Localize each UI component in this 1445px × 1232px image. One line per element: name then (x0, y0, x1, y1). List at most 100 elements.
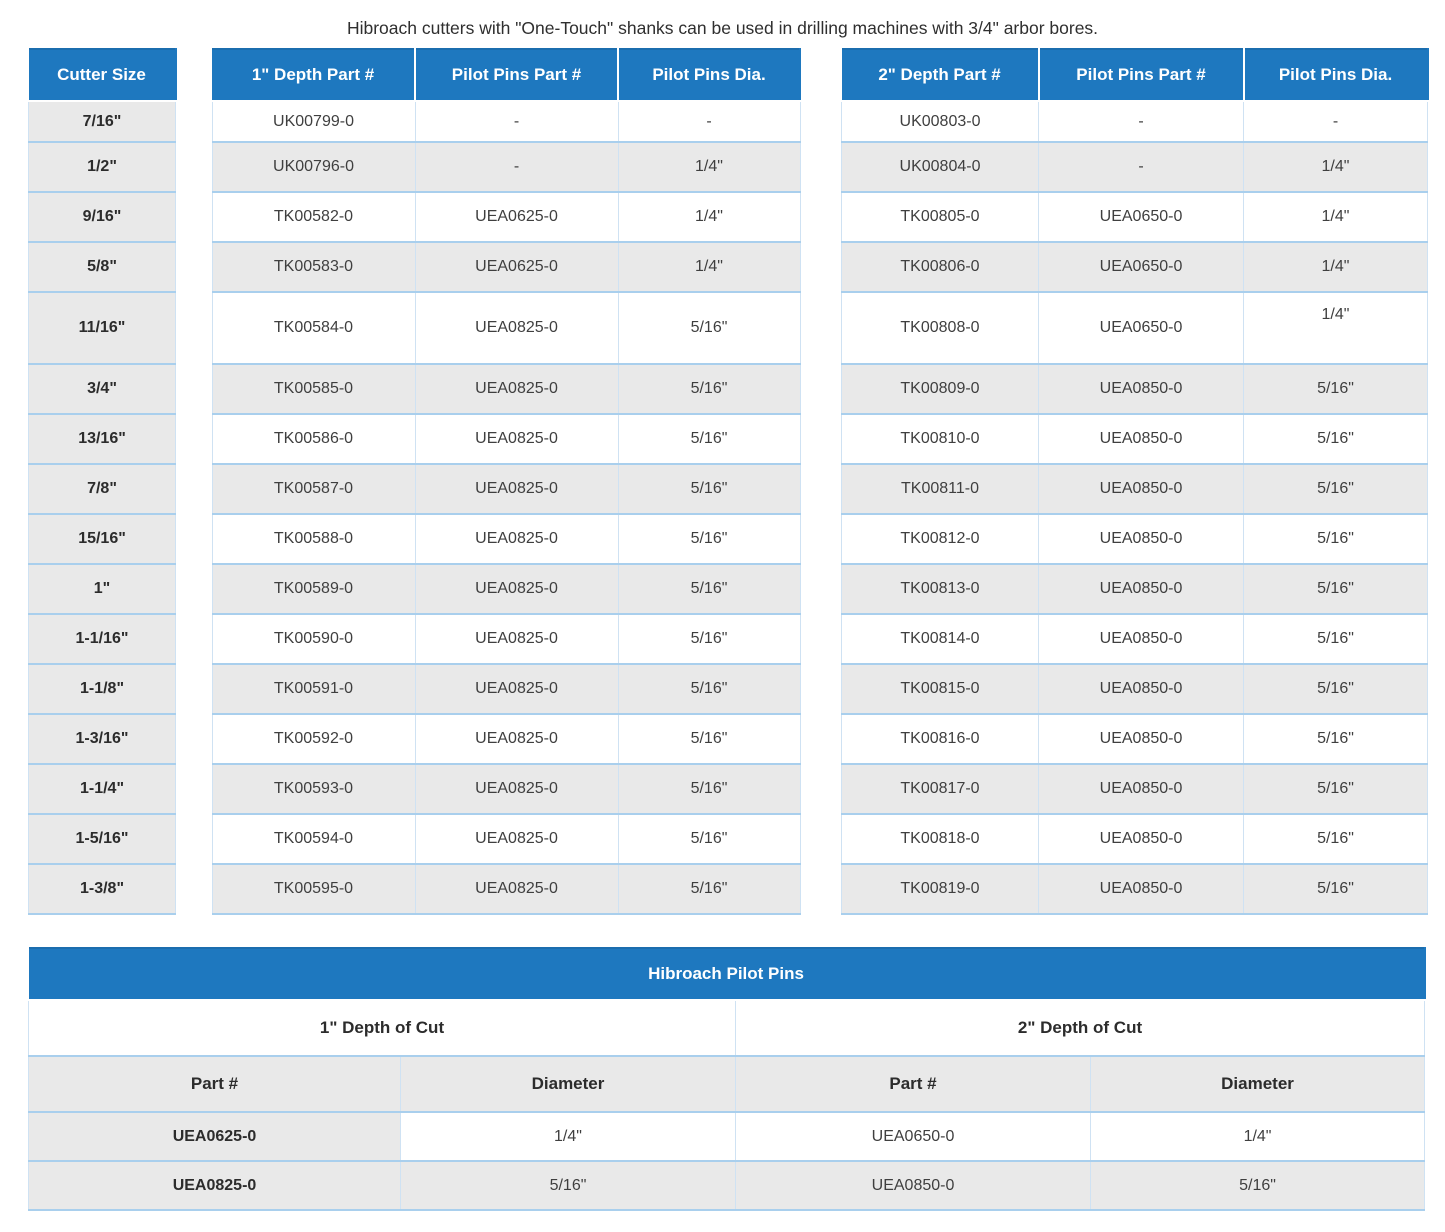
cutter-size-cell: 1-3/16" (28, 714, 176, 765)
cutter-size-cell: 11/16" (28, 292, 176, 365)
part-cell: 5/16" (1243, 464, 1428, 515)
cutter-size-cell: 5/8" (28, 242, 176, 293)
column-header-1in-depth-part: 1" Depth Part # (212, 48, 416, 102)
table-row: 1-1/4" (28, 764, 176, 815)
table-row: TK00586-0 UEA0825-0 5/16" (211, 414, 801, 465)
cutter-size-cell: 1-1/16" (28, 614, 176, 665)
part-cell: UEA0825-0 (414, 292, 619, 365)
part-cell: 5/16" (617, 864, 801, 915)
table-row: TK00592-0 UEA0825-0 5/16" (211, 714, 801, 765)
table-row: TK00589-0 UEA0825-0 5/16" (211, 564, 801, 615)
part-cell: TK00808-0 (841, 292, 1039, 365)
part-cell: UEA0650-0 (1038, 192, 1244, 243)
table-row: TK00595-0 UEA0825-0 5/16" (211, 864, 801, 915)
part-cell: UEA0850-0 (1038, 614, 1244, 665)
page-title: Hibroach cutters with "One-Touch" shanks… (346, 18, 1099, 38)
part-cell: 5/16" (617, 464, 801, 515)
table-row: 1-1/8" (28, 664, 176, 715)
part-cell: TK00590-0 (211, 614, 416, 665)
cutter-size-cell: 1-5/16" (28, 814, 176, 865)
part-cell: TK00815-0 (841, 664, 1039, 715)
table-header-row: 1" Depth Part # Pilot Pins Part # Pilot … (212, 48, 801, 102)
part-cell: UEA0850-0 (1038, 714, 1244, 765)
part-cell: UEA0650-0 (1038, 242, 1244, 293)
part-cell: UEA0850-0 (1038, 464, 1244, 515)
table-row: 15/16" (28, 514, 176, 565)
part-cell: UEA0825-0 (414, 414, 619, 465)
pin-cell: UEA0850-0 (735, 1161, 1091, 1211)
cutter-size-table: Cutter Size 7/16" 1/2" 9/16" 5/8" 11/16" 3/4"… (28, 48, 177, 915)
table-row: TK00585-0 UEA0825-0 5/16" (211, 364, 801, 415)
table-row: TK00591-0 UEA0825-0 5/16" (211, 664, 801, 715)
column-header-2in-depth-part: 2" Depth Part # (841, 48, 1040, 102)
pilot-pins-table-title: Hibroach Pilot Pins (28, 947, 1426, 1001)
part-cell: TK00819-0 (841, 864, 1039, 915)
column-header-part: Part # (28, 1056, 401, 1113)
section-header-row: 1" Depth of Cut 2" Depth of Cut (28, 1000, 1426, 1057)
table-row: 1" (28, 564, 176, 615)
part-cell: UEA0825-0 (414, 864, 619, 915)
part-cell: 5/16" (617, 714, 801, 765)
table-row: TK00583-0 UEA0625-0 1/4" (211, 242, 801, 293)
part-cell: UEA0825-0 (414, 764, 619, 815)
cutter-size-cell: 9/16" (28, 192, 176, 243)
table-row: UK00799-0- - (211, 101, 801, 143)
table-row: 1-5/16" (28, 814, 176, 865)
table-row: TK00810-0 UEA0850-0 5/16" (841, 414, 1428, 465)
part-cell: TK00595-0 (211, 864, 416, 915)
table-row: TK00812-0 UEA0850-0 5/16" (841, 514, 1428, 565)
table-row: TK00805-0 UEA0650-0 1/4" (841, 192, 1428, 243)
part-cell: 5/16" (617, 364, 801, 415)
table-row: TK00587-0 UEA0825-0 5/16" (211, 464, 801, 515)
part-cell: 1/4" (617, 142, 801, 193)
table-row: UK00803-0- - (841, 101, 1428, 143)
part-cell: 5/16" (1243, 514, 1428, 565)
part-cell: UEA0825-0 (414, 364, 619, 415)
part-cell: TK00814-0 (841, 614, 1039, 665)
part-cell: TK00809-0 (841, 364, 1039, 415)
part-cell: UEA0825-0 (414, 514, 619, 565)
part-cell: UEA0850-0 (1038, 514, 1244, 565)
part-cell: UK00799-0 (211, 101, 416, 143)
part-cell: 5/16" (1243, 764, 1428, 815)
column-header-pilot-pins-dia: Pilot Pins Dia. (1243, 48, 1429, 102)
part-cell: - (414, 142, 619, 193)
part-cell: UEA0825-0 (414, 564, 619, 615)
two-inch-depth-table: 2" Depth Part # Pilot Pins Part # Pilot … (841, 48, 1429, 915)
part-cell: UEA0850-0 (1038, 764, 1244, 815)
table-row: 11/16" (28, 292, 176, 365)
table-row: TK00816-0 UEA0850-0 5/16" (841, 714, 1428, 765)
pin-cell: UEA0625-0 (28, 1112, 401, 1162)
part-cell: UEA0850-0 (1038, 564, 1244, 615)
part-cell: - (1038, 142, 1244, 193)
table-row: UK00796-0-1/4" (211, 142, 801, 193)
table-row: UK00804-0-1/4" (841, 142, 1428, 193)
part-cell: 1/4" (1243, 242, 1428, 293)
column-header-diameter: Diameter (1089, 1056, 1426, 1113)
part-cell: TK00812-0 (841, 514, 1039, 565)
table-row: TK00588-0 UEA0825-0 5/16" (211, 514, 801, 565)
table-title-row: Hibroach Pilot Pins (28, 947, 1426, 1001)
part-cell: TK00589-0 (211, 564, 416, 615)
table-row: TK00815-0 UEA0850-0 5/16" (841, 664, 1428, 715)
section-header-2in-depth: 2" Depth of Cut (734, 1000, 1426, 1057)
part-cell: - (1243, 101, 1428, 143)
part-cell: UEA0625-0 (414, 242, 619, 293)
part-cell: 5/16" (617, 564, 801, 615)
cutter-size-cell: 1" (28, 564, 176, 615)
part-cell: UK00804-0 (841, 142, 1039, 193)
table-row: UEA0825-0 5/16" UEA0850-0 5/16" (28, 1161, 1426, 1211)
table-row: TK00806-0 UEA0650-0 1/4" (841, 242, 1428, 293)
table-row: TK00814-0 UEA0850-0 5/16" (841, 614, 1428, 665)
part-cell: TK00592-0 (211, 714, 416, 765)
cutter-tables-section: Cutter Size 7/16" 1/2" 9/16" 5/8" 11/16" 3/4"… (21, 48, 1429, 915)
part-cell: UK00796-0 (211, 142, 416, 193)
part-cell: 1/4" (1243, 192, 1428, 243)
part-cell: TK00585-0 (211, 364, 416, 415)
part-cell: UEA0650-0 (1038, 292, 1244, 365)
part-cell: 5/16" (1243, 614, 1428, 665)
part-cell: TK00817-0 (841, 764, 1039, 815)
part-cell: - (1038, 101, 1244, 143)
part-cell: 5/16" (617, 292, 801, 365)
